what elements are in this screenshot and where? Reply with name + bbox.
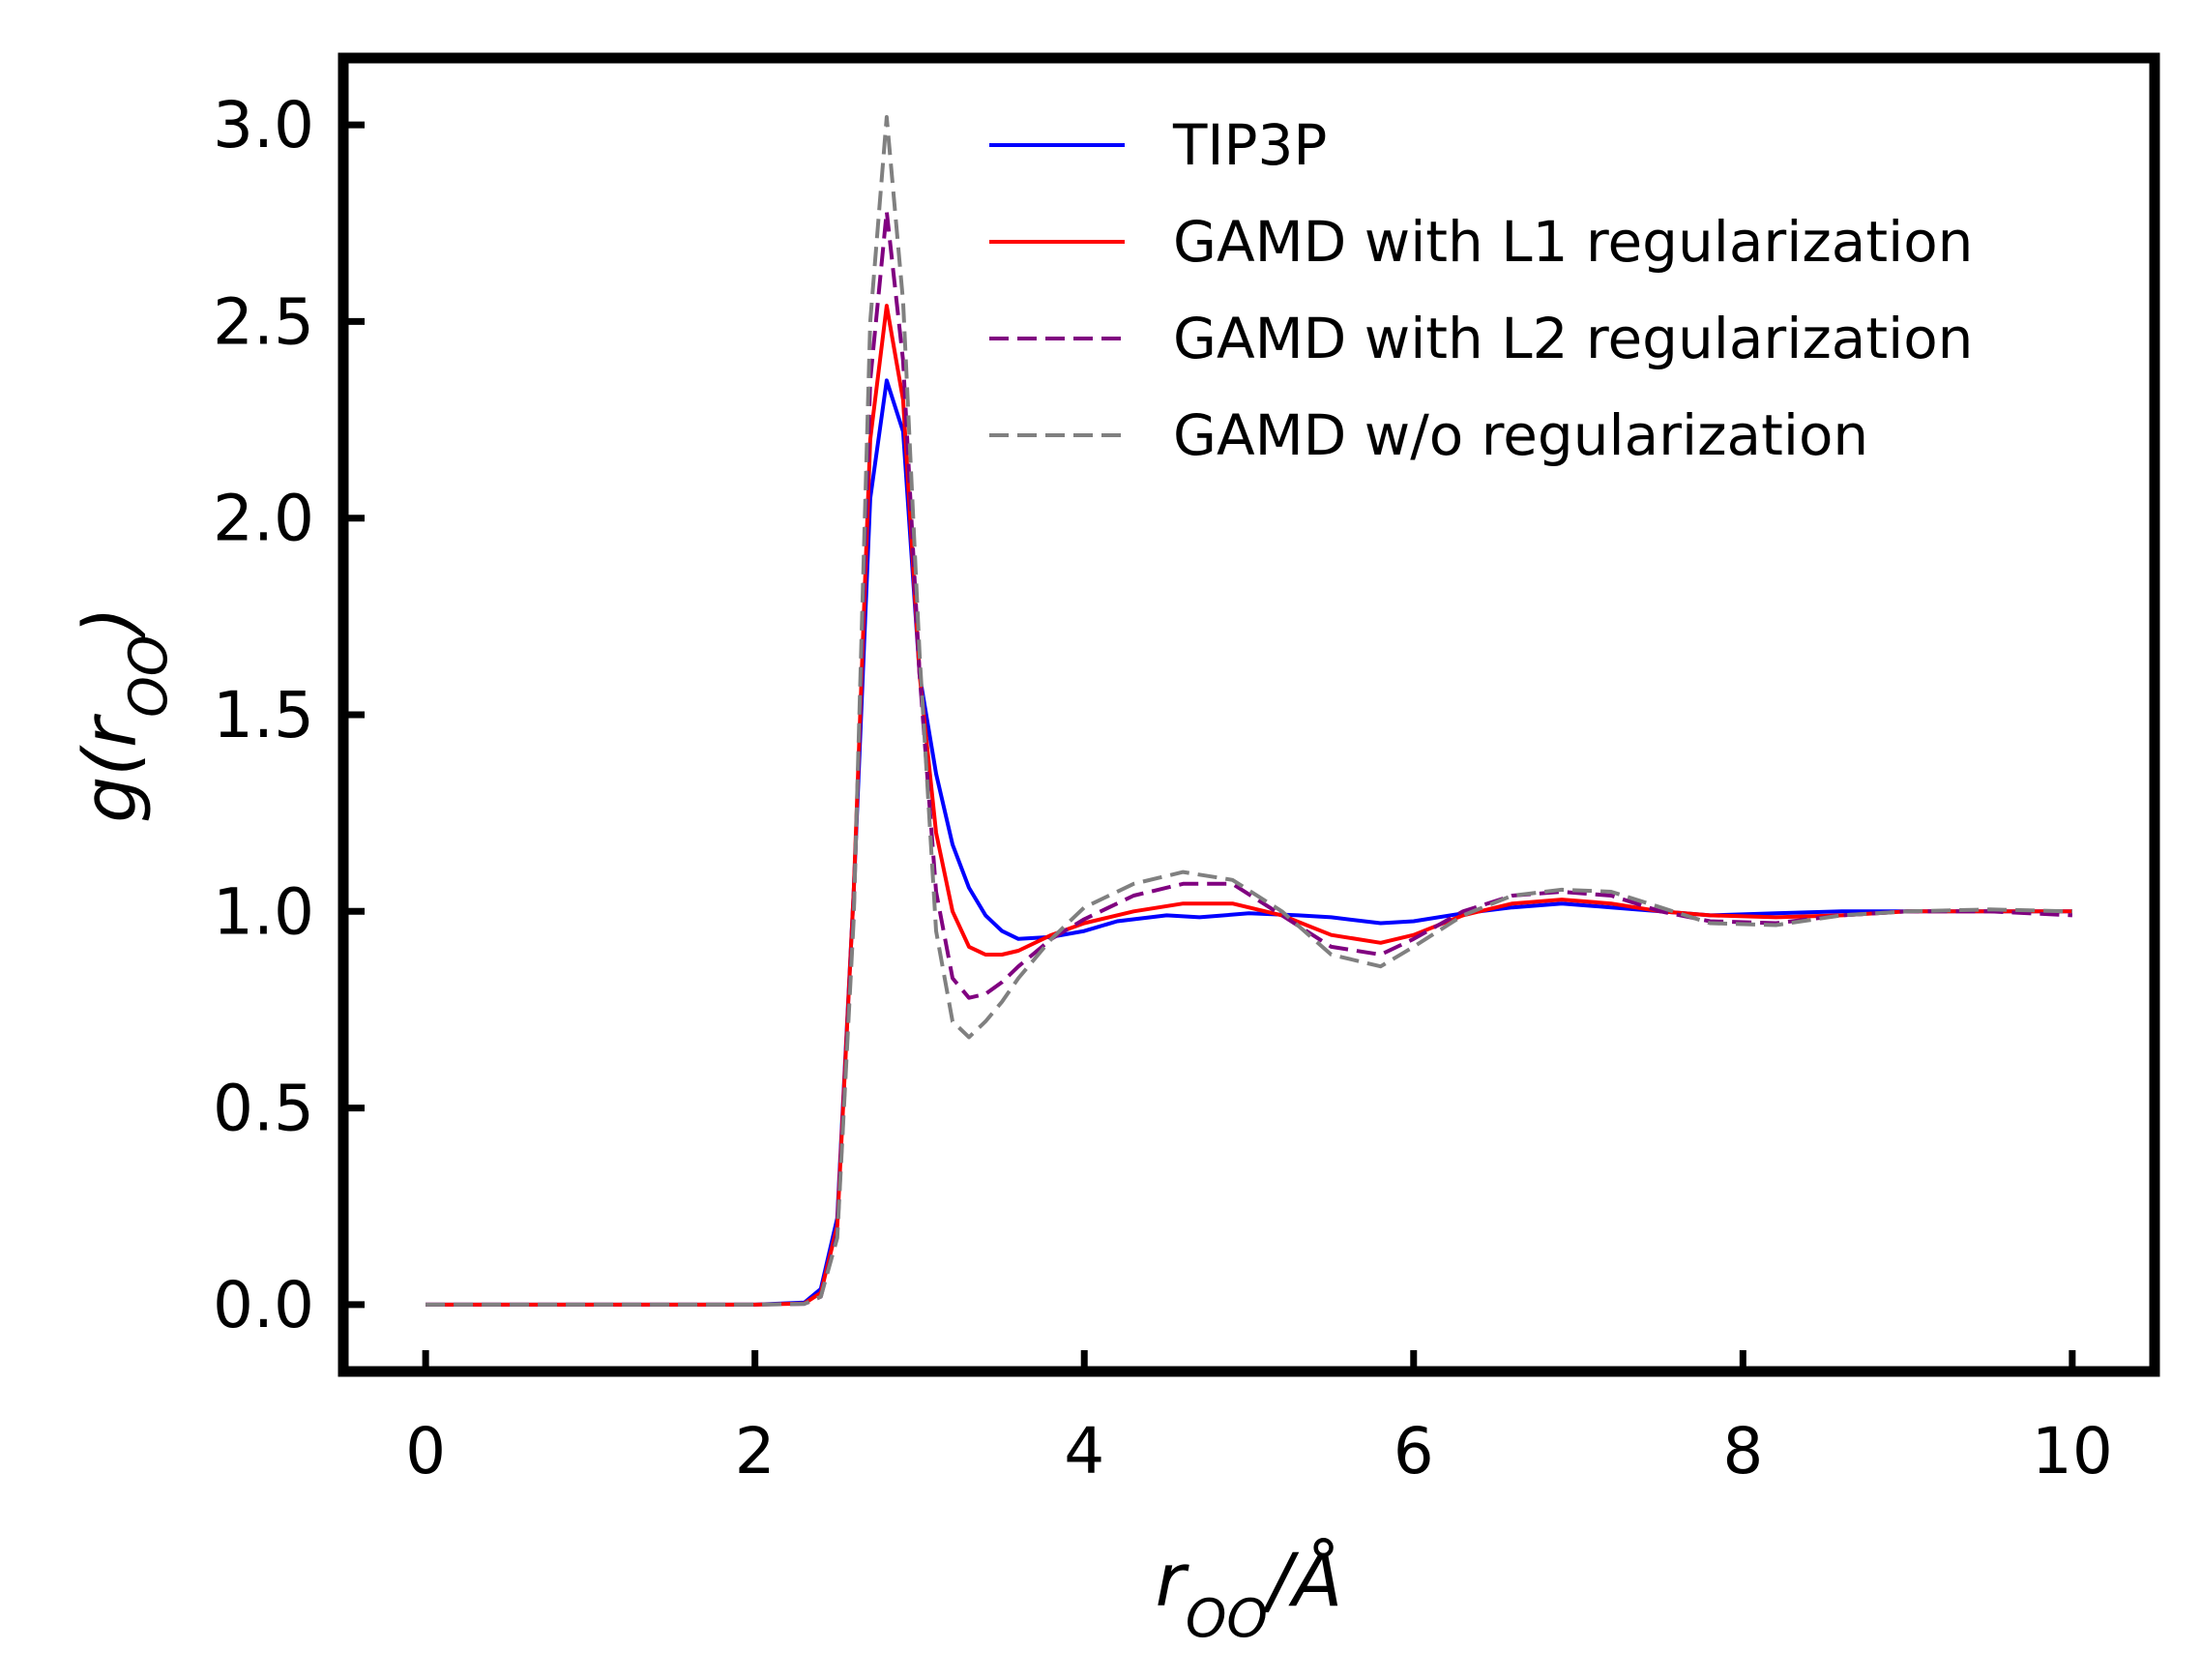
- series-line-3: [426, 209, 2072, 1307]
- x-axis: 0 2 4 6 8 10: [405, 1350, 2113, 1488]
- x-tick-label: 10: [2032, 1414, 2113, 1488]
- y-axis: 0.0 0.5 1.0 1.5 2.0 2.5 3.0: [213, 88, 365, 1342]
- y-tick-label: 0.0: [213, 1268, 314, 1342]
- y-tick-label: 1.5: [213, 678, 314, 752]
- legend: TIP3P GAMD with L1 regularization GAMD wit…: [989, 112, 1973, 468]
- y-tick-label: 1.0: [213, 874, 314, 949]
- legend-label-2: GAMD with L1 regularization: [1173, 209, 1973, 275]
- x-tick-label: 4: [1064, 1414, 1104, 1488]
- series-line-4: [426, 115, 2072, 1307]
- x-tick-label: 6: [1394, 1414, 1434, 1488]
- y-axis-label: g(rOO): [67, 606, 179, 823]
- x-tick-label: 2: [735, 1414, 776, 1488]
- legend-label-3: GAMD with L2 regularization: [1173, 306, 1973, 371]
- y-tick-label: 2.0: [213, 482, 314, 556]
- x-tick-label: 8: [1722, 1414, 1763, 1488]
- y-tick-label: 3.0: [213, 88, 314, 162]
- y-tick-label: 2.5: [213, 284, 314, 359]
- x-tick-label: 0: [405, 1414, 446, 1488]
- x-axis-label: rOO/Å: [1156, 1537, 1343, 1649]
- plot-lines: [426, 115, 2072, 1307]
- legend-label-1: TIP3P: [1172, 112, 1327, 178]
- legend-label-4: GAMD w/o regularization: [1173, 402, 1868, 468]
- y-tick-label: 0.5: [213, 1072, 314, 1146]
